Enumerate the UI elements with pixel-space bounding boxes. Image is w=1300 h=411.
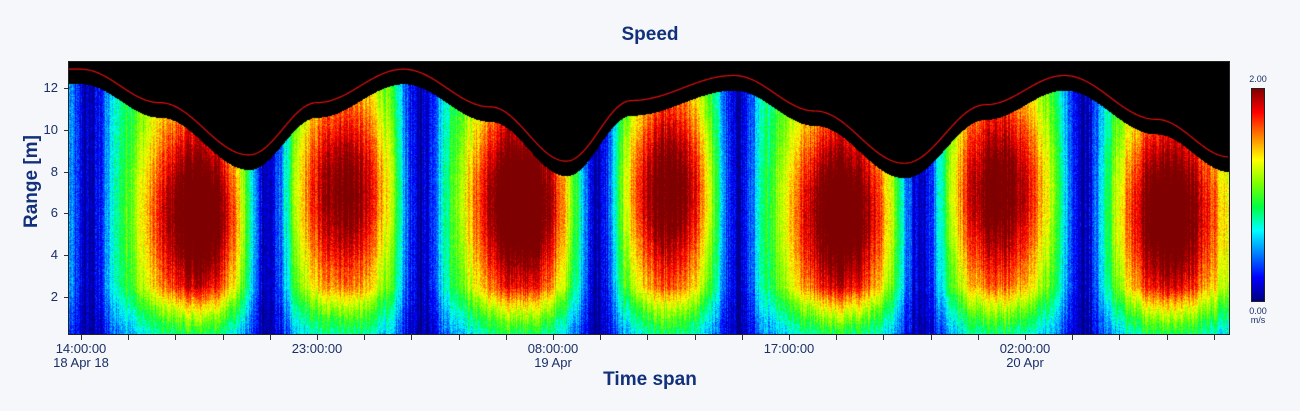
x-tick-date: 19 Apr (534, 355, 572, 370)
x-tick (647, 335, 648, 340)
colorbar-min-label: 0.00 (1249, 306, 1267, 316)
x-tick (1119, 335, 1120, 340)
speed-heatmap[interactable] (69, 62, 1229, 334)
x-tick (836, 335, 837, 340)
y-tick-label: 8 (50, 164, 58, 179)
x-tick (978, 335, 979, 340)
x-tick-label: 02:00:00 20 Apr (975, 342, 1075, 370)
x-tick-date: 18 Apr 18 (53, 355, 109, 370)
x-tick-label: 23:00:00 (267, 342, 367, 356)
y-tick-label: 4 (50, 247, 58, 262)
x-tick-label: 08:00:00 19 Apr (503, 342, 603, 370)
x-tick-time: 17:00:00 (763, 341, 815, 356)
x-tick (317, 335, 318, 340)
x-tick-time: 14:00:00 (55, 341, 107, 356)
x-tick (931, 335, 932, 340)
x-tick (128, 335, 129, 340)
y-tick (64, 213, 68, 214)
x-tick (1072, 335, 1073, 340)
x-tick (789, 335, 790, 340)
x-tick-label: 17:00:00 (739, 342, 839, 356)
x-tick (1214, 335, 1215, 340)
chart-title: Speed (621, 24, 679, 45)
plot-area[interactable] (68, 61, 1230, 335)
x-tick-date: 20 Apr (1006, 355, 1044, 370)
x-tick (553, 335, 554, 340)
x-tick (1025, 335, 1026, 340)
x-tick (1167, 335, 1168, 340)
x-tick (883, 335, 884, 340)
y-tick (64, 88, 68, 89)
x-tick (270, 335, 271, 340)
x-tick (223, 335, 224, 340)
y-tick (64, 297, 68, 298)
x-tick (600, 335, 601, 340)
x-tick (459, 335, 460, 340)
y-tick-label: 12 (43, 80, 58, 95)
x-tick (175, 335, 176, 340)
x-tick (695, 335, 696, 340)
x-tick (506, 335, 507, 340)
y-tick-label: 6 (50, 205, 58, 220)
y-tick-label: 10 (43, 122, 58, 137)
x-tick-time: 08:00:00 (527, 341, 579, 356)
x-tick-time: 23:00:00 (291, 341, 343, 356)
y-tick-label: 2 (50, 289, 58, 304)
y-tick (64, 172, 68, 173)
colorbar-max-label: 2.00 (1249, 74, 1267, 84)
x-axis-label: Time span (603, 369, 697, 390)
y-tick (64, 255, 68, 256)
x-tick-time: 02:00:00 (999, 341, 1051, 356)
x-tick (364, 335, 365, 340)
y-tick (64, 130, 68, 131)
x-tick (742, 335, 743, 340)
x-tick-label: 14:00:00 18 Apr 18 (31, 342, 131, 370)
colorbar (1251, 88, 1265, 302)
x-tick (81, 335, 82, 340)
x-tick (411, 335, 412, 340)
colorbar-unit-label: m/s (1250, 315, 1266, 325)
